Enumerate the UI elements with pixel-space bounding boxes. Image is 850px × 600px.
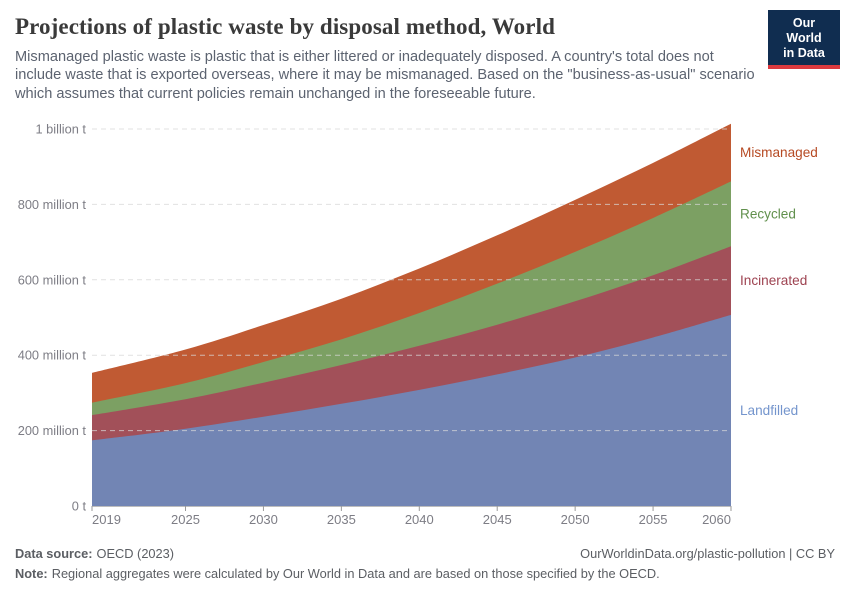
y-tick-label-800: 800 million t [18, 197, 87, 212]
x-tick-label-2050: 2050 [561, 512, 590, 527]
chart-subtitle: Mismanaged plastic waste is plastic that… [15, 49, 755, 102]
owid-logo: Our World in Data [768, 10, 840, 69]
x-tick-label-2035: 2035 [327, 512, 356, 527]
x-tick-label-2045: 2045 [483, 512, 512, 527]
legend-label-mismanaged[interactable]: Mismanaged [740, 145, 818, 160]
y-tick-label-1000: 1 billion t [35, 122, 86, 137]
legend-label-incinerated[interactable]: Incinerated [740, 273, 807, 288]
owid-logo-line2: in Data [783, 46, 825, 60]
y-tick-label-200: 200 million t [18, 423, 87, 438]
legend-label-landfilled[interactable]: Landfilled [740, 403, 798, 418]
note-text: Regional aggregates were calculated by O… [51, 566, 660, 582]
data-source-label: Data source: [15, 546, 93, 562]
footer-row-source: Data source: OECD (2023) OurWorldinData.o… [15, 546, 835, 561]
footer-row-note: Note: Regional aggregates were calculated… [15, 566, 835, 581]
note-label: Note: [15, 566, 48, 582]
x-tick-label-2055: 2055 [639, 512, 668, 527]
chart-footer: Data source: OECD (2023) OurWorldinData.o… [15, 546, 835, 581]
data-source-value: OECD (2023) [96, 546, 175, 562]
owid-url-link[interactable]: OurWorldinData.org/plastic-pollution | C… [580, 546, 835, 562]
area-landfilled[interactable] [92, 315, 731, 507]
y-tick-label-400: 400 million t [18, 348, 87, 363]
legend-label-recycled[interactable]: Recycled [740, 206, 796, 221]
x-tick-label-2030: 2030 [249, 512, 278, 527]
plastic-waste-stacked-area-chart[interactable]: 0 t 200 million t 400 million t 600 million… [15, 112, 835, 542]
x-tick-label-2019: 2019 [92, 512, 121, 527]
x-tick-label-2060: 2060 [702, 512, 731, 527]
y-tick-label-600: 600 million t [18, 272, 87, 287]
x-tick-label-2040: 2040 [405, 512, 434, 527]
page-title: Projections of plastic waste by disposal… [15, 14, 555, 39]
data-source: Data source: OECD (2023) [15, 546, 174, 561]
owid-logo-line1: Our World [786, 16, 822, 45]
y-tick-label-0: 0 t [72, 499, 87, 514]
x-tick-label-2025: 2025 [171, 512, 200, 527]
